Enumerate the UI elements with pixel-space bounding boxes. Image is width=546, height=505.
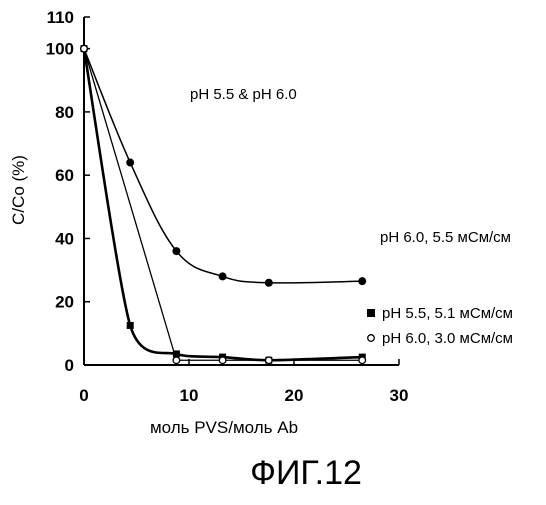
annotation-text: pH 5.5 & pH 6.0 — [190, 86, 297, 103]
x-axis-title: моль PVS/моль Ab — [150, 418, 298, 437]
data-point — [126, 159, 134, 167]
y-tick-label: 40 — [55, 229, 74, 248]
y-tick-label: 20 — [55, 293, 74, 312]
y-tick-label: 110 — [47, 8, 74, 27]
data-point — [359, 357, 366, 364]
x-tick-label: 20 — [285, 386, 304, 405]
y-tick-label: 0 — [65, 356, 74, 375]
legend-label: pH 5.5, 5.1 мСм/см — [382, 305, 513, 322]
y-tick-label: 60 — [55, 166, 74, 185]
x-tick-label: 0 — [79, 386, 88, 405]
data-point — [219, 272, 227, 280]
legend-label: pH 6.0, 5.5 мСм/см — [380, 229, 511, 246]
data-point — [219, 357, 226, 364]
x-tick-label: 30 — [390, 386, 409, 405]
data-point — [173, 357, 180, 364]
data-point — [266, 357, 273, 364]
plot-area: 0 20 40 60 80 100 110 0 10 20 30 моль PVS/моль Ab C/… — [9, 8, 513, 437]
y-tick-label: 100 — [46, 40, 74, 59]
x-tick-label: 10 — [180, 386, 199, 405]
legend-marker — [367, 309, 375, 317]
y-axis-title: C/Co (%) — [9, 155, 28, 225]
data-point — [127, 322, 134, 329]
data-point — [265, 279, 273, 287]
data-point — [172, 247, 180, 255]
figure-caption: ФИГ.12 — [250, 454, 362, 492]
legend-label: pH 6.0, 3.0 мСм/см — [382, 330, 513, 347]
series-line — [84, 49, 362, 283]
data-point — [81, 45, 88, 52]
legend-marker — [368, 335, 375, 342]
data-point — [358, 277, 366, 285]
y-tick-label: 80 — [55, 103, 74, 122]
